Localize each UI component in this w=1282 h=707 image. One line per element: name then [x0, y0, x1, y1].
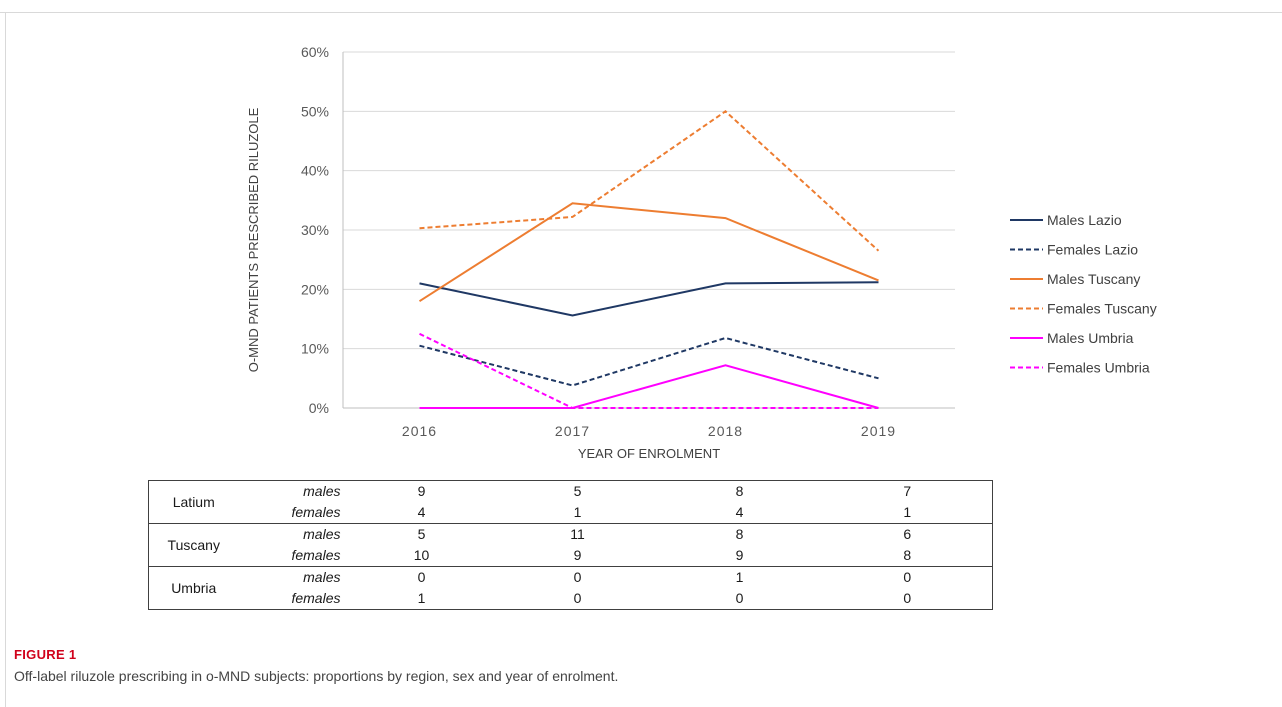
count-cell: 5 [498, 480, 657, 502]
count-cell: 1 [903, 504, 912, 520]
y-axis-title: O-MND PATIENTS PRESCRIBED RILUZOLE [246, 107, 261, 372]
y-tick-label: 40% [301, 163, 329, 179]
count-cell: 1 [417, 590, 426, 606]
series-line-males-tuscany [418, 202, 879, 303]
y-tick-label: 30% [301, 222, 329, 238]
y-tick-label: 60% [301, 44, 329, 60]
count-cell: 7 [822, 480, 993, 502]
table-row: females 10 9 9 8 [149, 545, 993, 567]
region-cell: Latium [148, 480, 239, 524]
series-line-females-tuscany [419, 110, 880, 252]
series-line-males-umbria [419, 364, 879, 409]
x-axis-ticks: 2016 2017 2018 2019 [402, 423, 896, 439]
count-cell: 5 [344, 523, 499, 545]
count-cell: 4 [417, 504, 426, 520]
count-cell: 8 [903, 547, 912, 563]
count-cell: 0 [498, 566, 657, 588]
series-lines [418, 110, 880, 409]
sex-cell: females [291, 547, 341, 563]
sex-cell: females [291, 504, 341, 520]
legend-label: Males Tuscany [1047, 271, 1140, 287]
count-cell: 1 [573, 504, 582, 520]
count-cell: 0 [735, 590, 744, 606]
figure-frame-top [0, 12, 1282, 13]
figure-caption: Off-label riluzole prescribing in o-MND … [14, 668, 619, 684]
count-cell: 10 [413, 547, 430, 563]
table-row: Latium males 9 5 8 7 [148, 480, 993, 524]
figure-frame-left [5, 12, 6, 707]
gridlines [342, 51, 955, 409]
x-tick-label: 2017 [555, 423, 590, 439]
count-cell: 0 [573, 590, 582, 606]
table-row: Umbria males 0 0 1 0 [148, 566, 993, 610]
y-tick-label: 0% [309, 400, 329, 416]
legend-label: Males Umbria [1047, 330, 1134, 346]
count-cell: 1 [656, 566, 823, 588]
count-cell: 0 [903, 590, 912, 606]
legend: Males Lazio Females Lazio Males Tuscany Fem… [1010, 212, 1157, 376]
count-cell: 0 [822, 566, 993, 588]
series-line-males-lazio [419, 281, 879, 317]
sex-cell: males [238, 523, 345, 545]
count-cell: 9 [573, 547, 582, 563]
legend-label: Females Umbria [1047, 360, 1150, 376]
region-cell: Umbria [148, 566, 239, 610]
count-cell: 8 [656, 523, 823, 545]
sex-cell: females [291, 590, 341, 606]
x-tick-label: 2016 [402, 423, 437, 439]
count-cell: 6 [822, 523, 993, 545]
y-tick-label: 10% [301, 341, 329, 357]
count-cell: 4 [735, 504, 744, 520]
count-cell: 0 [344, 566, 499, 588]
sex-cell: males [238, 480, 345, 502]
x-tick-label: 2018 [708, 423, 743, 439]
series-line-females-lazio [419, 336, 879, 387]
legend-label: Males Lazio [1047, 212, 1122, 228]
figure-title: FIGURE 1 [14, 647, 77, 662]
count-cell: 9 [344, 480, 499, 502]
count-cell: 11 [498, 523, 657, 545]
y-tick-label: 50% [301, 103, 329, 119]
series-line-females-umbria [419, 332, 879, 409]
legend-label: Females Lazio [1047, 242, 1138, 258]
x-axis-title: YEAR OF ENROLMENT [578, 446, 720, 461]
sex-cell: males [238, 566, 345, 588]
table-row: Tuscany males 5 11 8 6 [148, 523, 993, 567]
y-axis-ticks: 0% 10% 20% 30% 40% 50% 60% [301, 44, 329, 416]
table-row: females 1 0 0 0 [149, 588, 993, 610]
count-cell: 9 [735, 547, 744, 563]
line-chart: 0% 10% 20% 30% 40% 50% 60% 2016 2017 2018 2019 Ma… [246, 44, 1157, 461]
x-tick-label: 2019 [861, 423, 896, 439]
legend-label: Females Tuscany [1047, 301, 1157, 317]
y-tick-label: 20% [301, 281, 329, 297]
enrolment-count-table: Latium males 9 5 8 7 females 4 1 4 1 Tuscany males 5 1… [148, 480, 993, 610]
count-cell: 8 [656, 480, 823, 502]
region-cell: Tuscany [148, 523, 239, 567]
table-row: females 4 1 4 1 [149, 502, 993, 524]
